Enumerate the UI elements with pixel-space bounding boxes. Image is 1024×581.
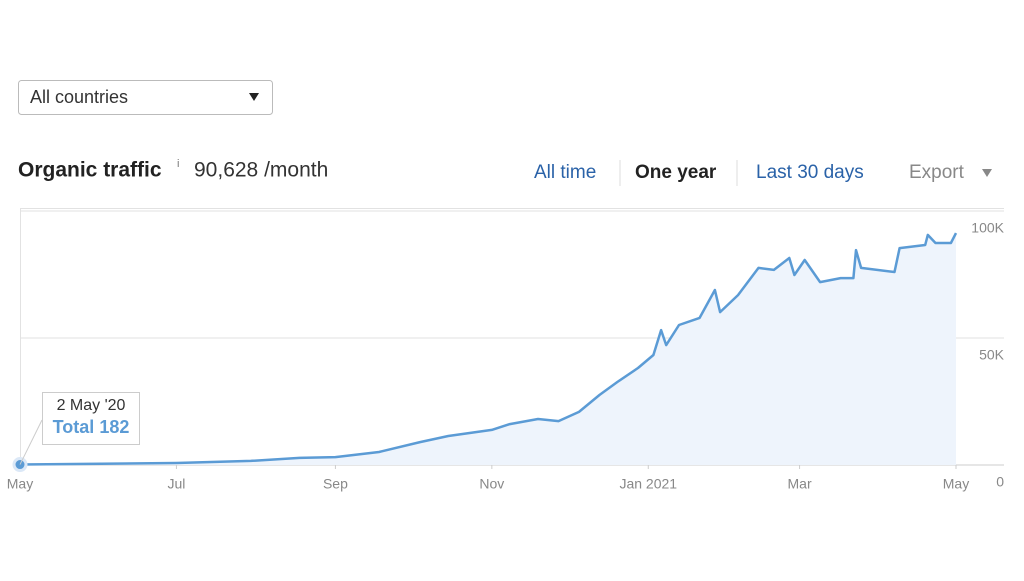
tooltip-pointer [19,419,43,465]
export-button[interactable]: Export [909,162,965,183]
y-tick-label: 0 [996,474,1004,490]
traffic-metric: 90,628 /month [194,159,328,182]
x-tick-label: Jul [167,476,185,492]
tab-last-30-days[interactable]: Last 30 days [756,162,864,183]
tooltip-date: 2 May '20 [57,397,126,414]
dropdown-label[interactable]: All countries [30,87,128,107]
section-title: Organic traffic [18,159,162,182]
export-arrow[interactable] [982,169,992,177]
x-tick-label: May [7,476,33,492]
tooltip-value: 182 [99,417,129,437]
tab-all-time[interactable]: All time [534,162,596,183]
tooltip: 2 May '20 Total 182 [42,392,140,445]
y-tick-label: 50K [979,347,1005,363]
chart: 0 50K 100K May Jul Sep Nov Jan 2021 Mar May [7,210,1005,492]
dropdown-arrow[interactable] [249,93,259,101]
area [20,233,956,465]
tooltip-total: Total 182 [53,417,130,437]
country-dropdown[interactable] [18,80,273,115]
x-tick-label: Mar [788,476,812,492]
tooltip-box [42,392,140,445]
info-icon[interactable]: i [177,158,179,170]
x-tick-label: Nov [479,476,504,492]
y-tick-label: 100K [971,220,1004,236]
x-tick-label: Sep [323,476,348,492]
tab-one-year[interactable]: One year [635,162,717,183]
x-tick-label: May [943,476,969,492]
x-tick-label: Jan 2021 [619,476,677,492]
traffic-line [19,232,958,466]
tooltip-label: Total [53,417,95,437]
